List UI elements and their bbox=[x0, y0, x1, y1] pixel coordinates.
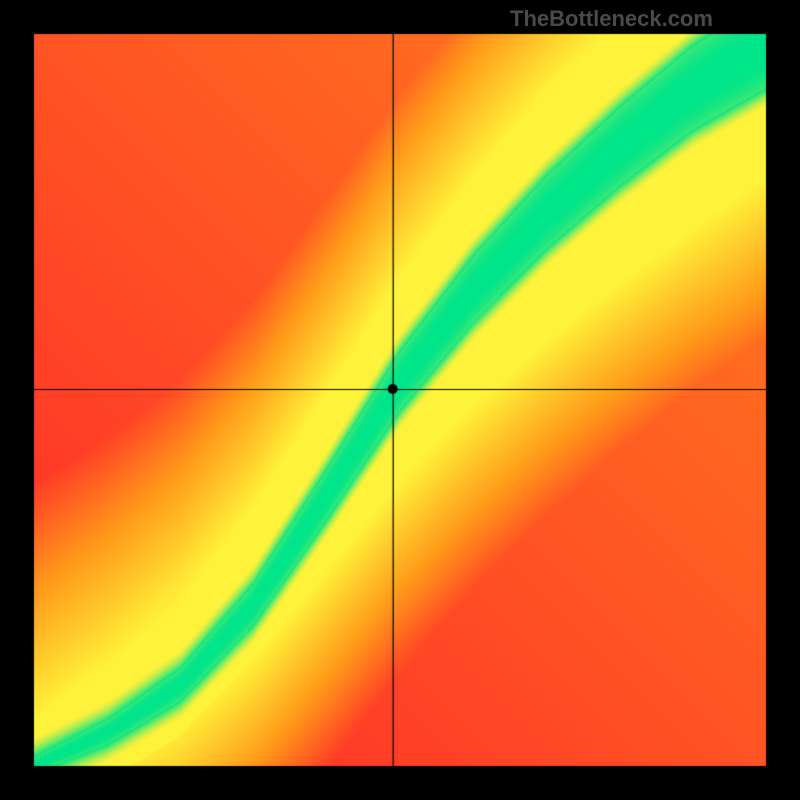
bottleneck-heatmap bbox=[0, 0, 800, 800]
chart-container: { "meta": { "source_label": "TheBottlene… bbox=[0, 0, 800, 800]
source-watermark: TheBottleneck.com bbox=[510, 6, 713, 32]
